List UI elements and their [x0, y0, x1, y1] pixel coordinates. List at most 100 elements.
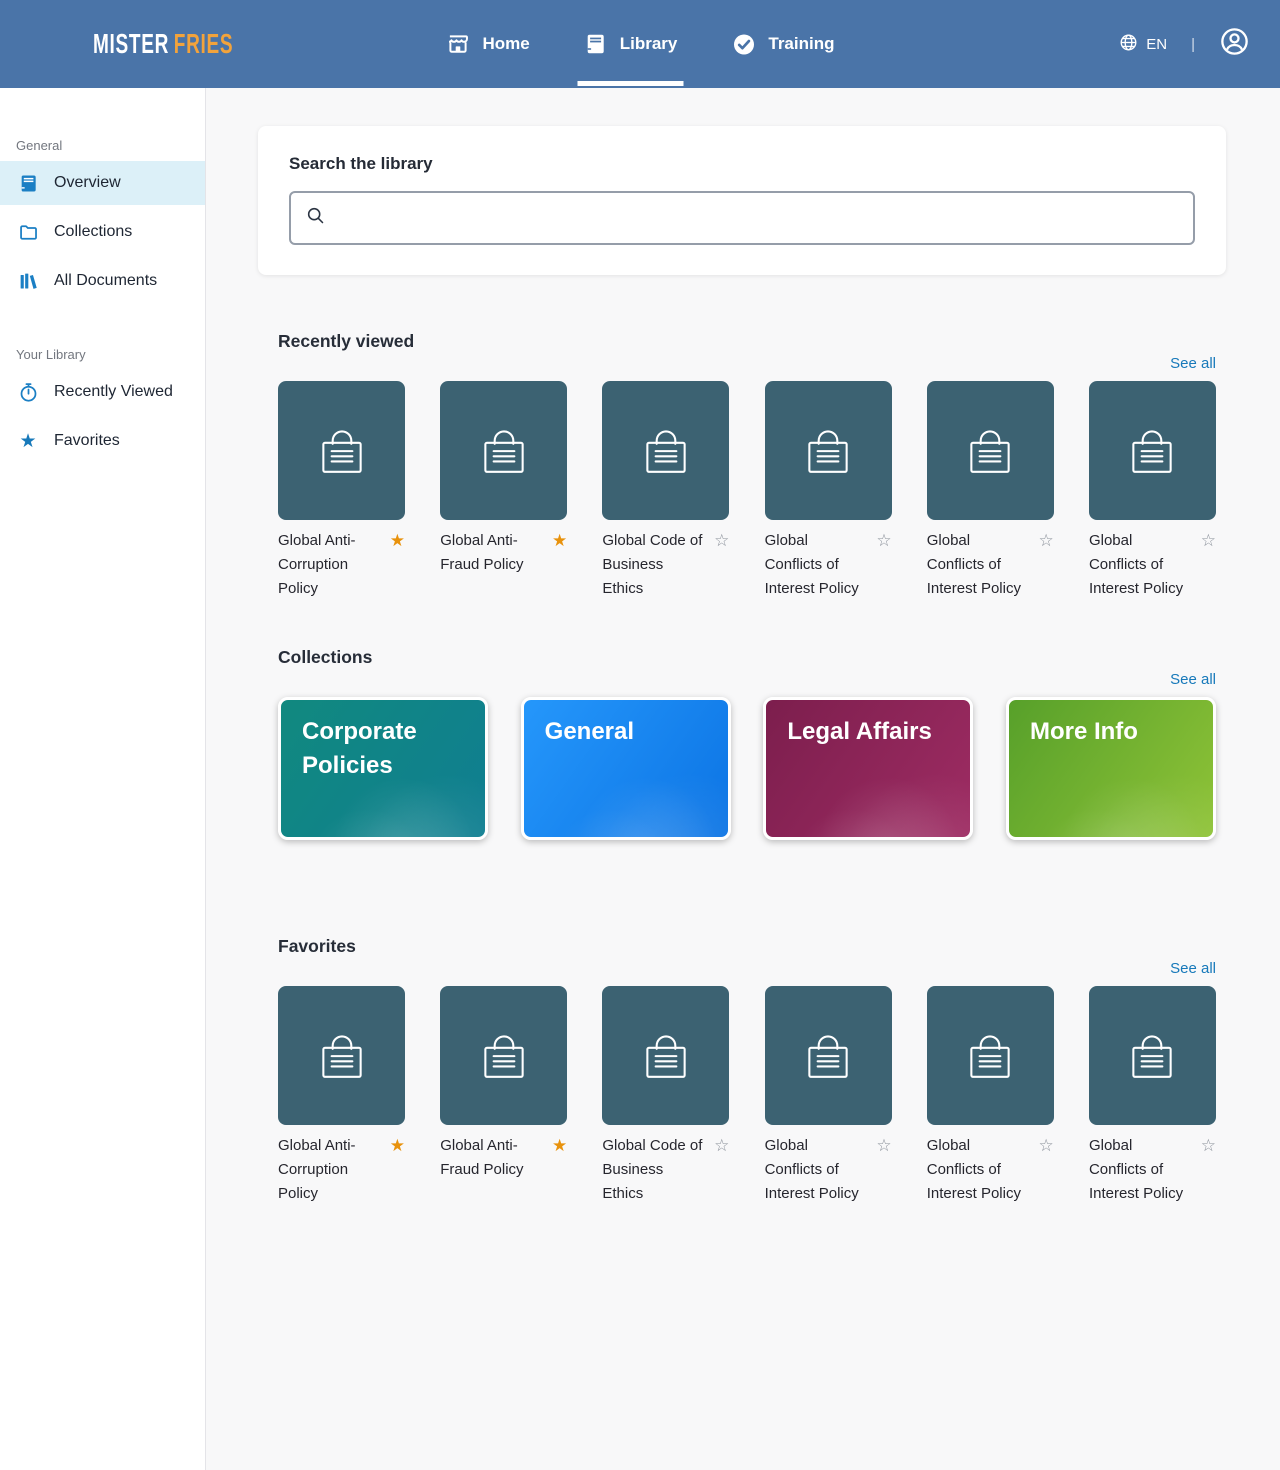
favorites-section: Favorites See all Global Anti-Corruption…	[278, 936, 1216, 1206]
document-thumbnail[interactable]	[764, 381, 892, 520]
document-meta: Global Conflicts of Interest Policy ☆	[1089, 529, 1216, 601]
collections-card-row: Corporate Policies General Legal Affairs…	[278, 697, 1216, 840]
document-card[interactable]: Global Conflicts of Interest Policy ☆	[1088, 381, 1216, 601]
sidebar-label-recently-viewed: Recently Viewed	[54, 383, 173, 400]
sidebar-label-overview: Overview	[54, 174, 121, 191]
document-card[interactable]: Global Conflicts of Interest Policy ☆	[764, 986, 892, 1206]
sidebar-item-collections[interactable]: Collections	[0, 210, 205, 254]
main-nav: Home Library	[446, 0, 835, 88]
collections-see-all-link[interactable]: See all	[1170, 671, 1216, 688]
lock-document-icon	[637, 419, 695, 482]
sidebar-item-favorites[interactable]: ★ Favorites	[0, 419, 205, 463]
book-icon	[17, 173, 39, 194]
collection-card[interactable]: Corporate Policies	[278, 697, 488, 840]
sidebar-item-overview[interactable]: Overview	[0, 161, 205, 205]
favorite-star-icon[interactable]: ☆	[876, 1136, 892, 1155]
favorite-star-icon[interactable]: ☆	[1038, 531, 1054, 550]
document-card[interactable]: Global Conflicts of Interest Policy ☆	[764, 381, 892, 601]
document-card[interactable]: Global Code of Business Ethics ☆	[602, 381, 730, 601]
collections-title: Collections	[278, 647, 373, 667]
sidebar-item-recently-viewed[interactable]: Recently Viewed	[0, 370, 205, 414]
active-tab-underline	[577, 81, 684, 86]
collection-card[interactable]: Legal Affairs	[763, 697, 974, 840]
document-card[interactable]: Global Anti-Fraud Policy ★	[440, 986, 568, 1206]
lock-document-icon	[637, 1024, 695, 1087]
book-icon	[584, 32, 608, 56]
search-title: Search the library	[289, 154, 433, 173]
document-thumbnail[interactable]	[602, 986, 730, 1125]
document-card[interactable]: Global Anti-Corruption Policy ★	[278, 381, 405, 601]
document-card[interactable]: Global Conflicts of Interest Policy ☆	[926, 381, 1054, 601]
document-thumbnail[interactable]	[764, 986, 892, 1125]
favorites-see-all-link[interactable]: See all	[1170, 960, 1216, 977]
favorite-star-icon[interactable]: ☆	[1038, 1136, 1054, 1155]
favorite-star-icon[interactable]: ★	[389, 1136, 405, 1155]
sidebar-section-label-your-library: Your Library	[16, 347, 86, 362]
document-meta: Global Code of Business Ethics ☆	[602, 1134, 729, 1206]
document-thumbnail[interactable]	[440, 986, 568, 1125]
document-card[interactable]: Global Anti-Fraud Policy ★	[440, 381, 568, 601]
search-card: Search the library	[258, 126, 1226, 275]
document-meta: Global Conflicts of Interest Policy ☆	[765, 1134, 892, 1206]
nav-item-training[interactable]: Training	[731, 0, 835, 88]
lock-document-icon	[1123, 419, 1181, 482]
lock-document-icon	[961, 419, 1019, 482]
document-thumbnail[interactable]	[278, 986, 405, 1125]
collection-card[interactable]: More Info	[1005, 697, 1216, 840]
document-thumbnail[interactable]	[440, 381, 568, 520]
favorite-star-icon[interactable]: ★	[551, 1136, 568, 1155]
document-meta: Global Anti-Corruption Policy ★	[278, 529, 405, 601]
lock-document-icon	[961, 1024, 1019, 1087]
collection-label: More Info	[1029, 718, 1138, 745]
language-label: EN	[1146, 35, 1168, 53]
stopwatch-icon	[17, 382, 39, 403]
favorite-star-icon[interactable]: ☆	[714, 531, 730, 550]
recently-viewed-see-all-link[interactable]: See all	[1170, 355, 1216, 372]
document-card[interactable]: Global Conflicts of Interest Policy ☆	[926, 986, 1054, 1206]
favorite-star-icon[interactable]: ★	[551, 531, 568, 550]
collection-card[interactable]: General	[520, 697, 731, 840]
lock-document-icon	[1123, 1024, 1181, 1087]
document-card[interactable]: Global Conflicts of Interest Policy ☆	[1088, 986, 1216, 1206]
document-thumbnail[interactable]	[926, 986, 1054, 1125]
nav-item-library[interactable]: Library	[577, 0, 684, 88]
document-card[interactable]: Global Anti-Corruption Policy ★	[278, 986, 405, 1206]
nav-label-training: Training	[768, 34, 835, 53]
document-title: Global Code of Business Ethics	[602, 1137, 703, 1202]
document-thumbnail[interactable]	[1088, 986, 1216, 1125]
sidebar-label-collections: Collections	[54, 223, 133, 240]
favorite-star-icon[interactable]: ☆	[1200, 1136, 1216, 1155]
favorite-star-icon[interactable]: ☆	[876, 531, 892, 550]
document-thumbnail[interactable]	[602, 381, 730, 520]
document-thumbnail[interactable]	[278, 381, 405, 520]
favorite-star-icon[interactable]: ☆	[714, 1136, 730, 1155]
document-title: Global Code of Business Ethics	[602, 532, 703, 597]
lock-document-icon	[799, 1024, 857, 1087]
document-title: Global Conflicts of Interest Policy	[764, 532, 859, 597]
document-thumbnail[interactable]	[1088, 381, 1216, 520]
profile-button[interactable]	[1219, 26, 1250, 62]
folder-icon	[17, 222, 39, 243]
storefront-icon	[446, 32, 471, 57]
header-right-controls: EN |	[1119, 0, 1250, 88]
check-circle-icon	[731, 32, 756, 57]
document-title: Global Conflicts of Interest Policy	[926, 532, 1021, 597]
recently-viewed-card-row: Global Anti-Corruption Policy ★ Global A…	[278, 381, 1216, 601]
language-selector[interactable]: EN	[1119, 33, 1167, 56]
document-title: Global Anti-Fraud Policy	[440, 1137, 524, 1178]
document-thumbnail[interactable]	[926, 381, 1054, 520]
recently-viewed-title: Recently viewed	[278, 331, 415, 351]
search-input[interactable]	[336, 208, 1179, 228]
app-logo[interactable]: MISTER FRIES	[93, 0, 299, 88]
document-card[interactable]: Global Code of Business Ethics ☆	[602, 986, 730, 1206]
favorite-star-icon[interactable]: ★	[389, 531, 405, 550]
search-box[interactable]	[289, 191, 1195, 245]
favorite-star-icon[interactable]: ☆	[1200, 531, 1216, 550]
nav-item-home[interactable]: Home	[446, 0, 530, 88]
top-navigation-bar: MISTER FRIES Home	[0, 0, 1280, 88]
document-meta: Global Conflicts of Interest Policy ☆	[765, 529, 892, 601]
document-title: Global Anti-Corruption Policy	[278, 532, 356, 597]
person-circle-icon	[1219, 26, 1250, 62]
sidebar: General Overview Collections	[0, 88, 206, 1470]
sidebar-item-all-documents[interactable]: All Documents	[0, 259, 205, 303]
